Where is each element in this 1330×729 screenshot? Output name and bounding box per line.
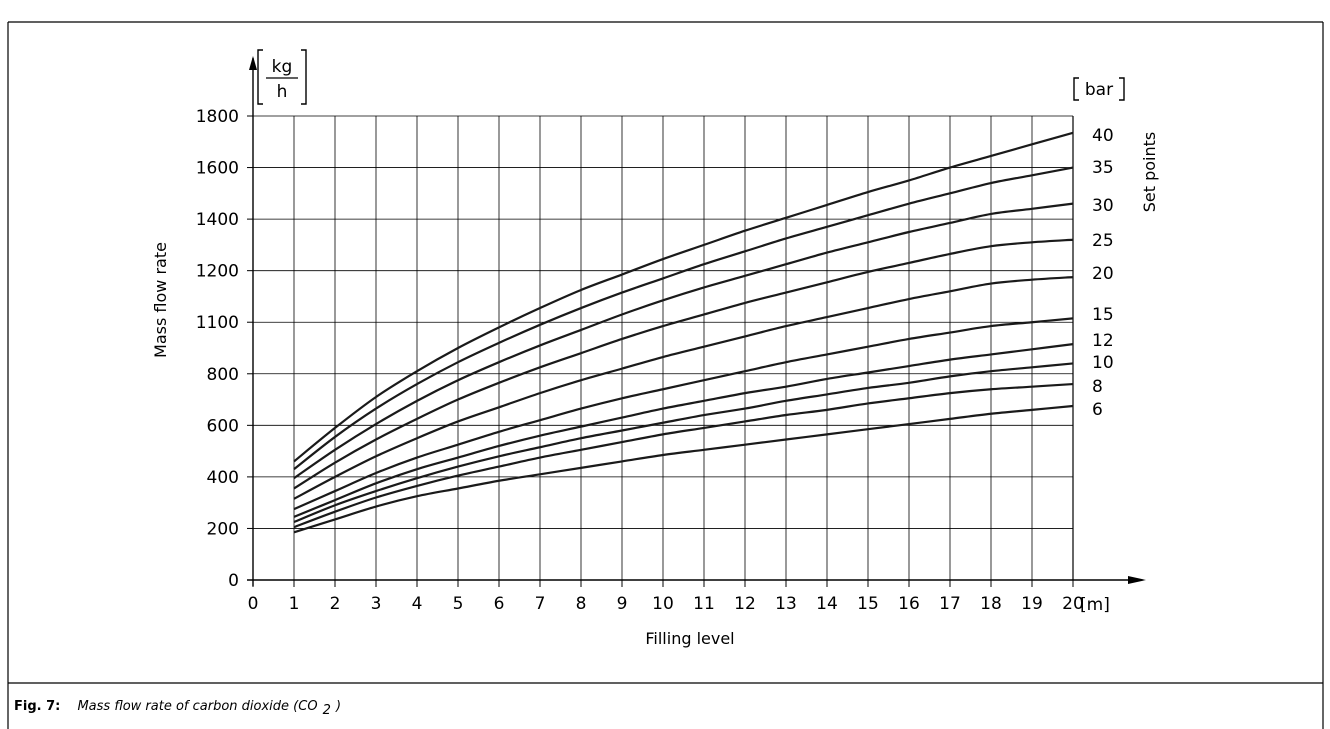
- y-tick-label: 1100: [196, 313, 239, 333]
- y-tick-label: 1600: [196, 159, 239, 179]
- x-tick-label: 11: [693, 594, 715, 614]
- y-tick-label: 1400: [196, 210, 239, 230]
- y-tick-label: 1200: [196, 262, 239, 282]
- y-tick-label: 400: [207, 468, 239, 488]
- x-tick-label: 10: [652, 594, 674, 614]
- y-axis-arrow: [249, 56, 257, 70]
- x-axis-title: Filling level: [645, 629, 734, 648]
- x-tick-label: 16: [898, 594, 920, 614]
- caption-label: Fig. 7:: [14, 699, 60, 714]
- chart-grid: [253, 115, 1074, 580]
- x-tick-label: 1: [289, 594, 300, 614]
- series-line-8-bar: [293, 382, 1074, 529]
- y-unit-label: kg h: [257, 49, 307, 105]
- x-tick-label: 13: [775, 594, 797, 614]
- x-tick-label: 5: [453, 594, 464, 614]
- series-label-12: 12: [1092, 331, 1114, 351]
- x-tick-label: 4: [412, 594, 423, 614]
- series-line-25-bar: [293, 238, 1074, 490]
- series-line-12-bar: [293, 343, 1074, 518]
- mass-flow-chart: 0 1 2 3 4 5 6 7 8 9 10 11 12 13 14 15 16 17 18 19 2002004006…: [151, 49, 1159, 648]
- y-tick-label: 600: [207, 416, 239, 436]
- series-line-40-bar: [293, 131, 1074, 463]
- series-axis-title: Set points: [1140, 132, 1159, 213]
- chart-axes: [247, 56, 1146, 586]
- x-tick-label: 0: [248, 594, 259, 614]
- caption-suffix: ): [335, 699, 341, 714]
- y-tick-label: 200: [207, 519, 239, 539]
- caption-subscript: 2: [323, 703, 331, 718]
- x-tick-label: 18: [980, 594, 1002, 614]
- x-tick-label: 9: [617, 594, 628, 614]
- y-tick-label: 1800: [196, 107, 239, 127]
- series-label-20: 20: [1092, 264, 1114, 284]
- series-line-35-bar: [293, 166, 1074, 471]
- series-unit-text: bar: [1085, 80, 1113, 100]
- chart-series-lines: [293, 131, 1074, 534]
- y-unit-numerator: kg: [272, 57, 293, 77]
- series-label-15: 15: [1092, 305, 1114, 325]
- series-label-6: 6: [1092, 400, 1103, 420]
- series-label-8: 8: [1092, 377, 1103, 397]
- x-tick-label: 3: [371, 594, 382, 614]
- x-tick-label: 7: [535, 594, 546, 614]
- series-line-10-bar: [293, 362, 1074, 524]
- x-tick-label: 8: [576, 594, 587, 614]
- chart-tick-labels: 0 1 2 3 4 5 6 7 8 9 10 11 12 13 14 15 16 17 18 19 2002004006…: [196, 107, 1084, 614]
- x-tick-label: 15: [857, 594, 879, 614]
- series-label-40: 40: [1092, 126, 1114, 146]
- series-label-25: 25: [1092, 231, 1114, 251]
- y-axis-title: Mass flow rate: [151, 242, 170, 358]
- y-unit-denominator: h: [277, 82, 288, 102]
- series-label-10: 10: [1092, 353, 1114, 373]
- x-tick-label: 20: [1062, 594, 1084, 614]
- x-tick-label: 14: [816, 594, 838, 614]
- x-axis-arrow: [1128, 576, 1146, 584]
- series-label-30: 30: [1092, 196, 1114, 216]
- series-line-15-bar: [293, 317, 1074, 511]
- y-tick-label: 800: [207, 365, 239, 385]
- series-label-35: 35: [1092, 158, 1114, 178]
- y-tick-label: 0: [228, 571, 239, 591]
- x-tick-label: 2: [330, 594, 341, 614]
- figure-caption: Fig. 7: Mass flow rate of carbon dioxide…: [14, 695, 341, 718]
- series-line-30-bar: [293, 202, 1074, 480]
- x-tick-label: 17: [939, 594, 961, 614]
- caption-text: Mass flow rate of carbon dioxide (CO: [77, 699, 317, 714]
- x-axis-unit: [m]: [1080, 595, 1110, 615]
- series-line-6-bar: [293, 404, 1074, 534]
- series-unit-label: bar: [1073, 77, 1125, 101]
- x-tick-label: 6: [494, 594, 505, 614]
- x-tick-label: 19: [1021, 594, 1043, 614]
- series-line-20-bar: [293, 276, 1074, 500]
- x-tick-label: 12: [734, 594, 756, 614]
